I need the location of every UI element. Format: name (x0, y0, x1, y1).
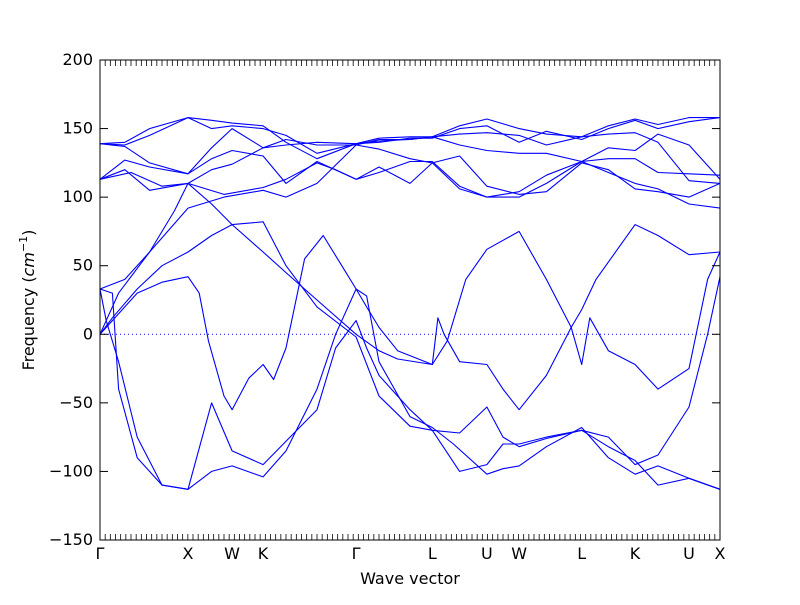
x-tick-label: L (577, 544, 586, 563)
band-line-12 (99, 132, 721, 187)
band-line-7 (99, 155, 721, 198)
band-line-11 (99, 117, 720, 160)
band-line-6 (99, 144, 721, 290)
y-tick-label: 100 (62, 187, 93, 206)
x-tick-label: K (630, 544, 641, 563)
band-line-9 (99, 128, 721, 180)
band-line-4 (99, 288, 721, 490)
y-tick-label: 200 (62, 50, 93, 69)
x-tick-label: Γ (352, 544, 361, 563)
x-tick-label: U (481, 544, 493, 563)
y-tick-label: 50 (73, 256, 93, 275)
y-tick-label: −50 (59, 393, 93, 412)
plot-frame (99, 59, 721, 541)
band-line-2 (99, 234, 721, 411)
x-tick-label: W (511, 544, 527, 563)
x-tick-label: Γ (96, 544, 105, 563)
x-tick-label: K (258, 544, 269, 563)
y-axis-title: Frequency (cm−1) (17, 230, 38, 371)
y-tick-label: 0 (83, 324, 93, 343)
band-line-1 (99, 221, 721, 466)
y-axis: −150 −100 −50 0 50 100 150 200 (49, 50, 720, 549)
band-line-5 (99, 182, 721, 366)
band-line-8 (99, 149, 721, 198)
x-axis-title: Wave vector (360, 569, 460, 588)
y-tick-label: −100 (49, 461, 93, 480)
x-tick-label: U (683, 544, 695, 563)
x-tick-label: X (183, 544, 194, 563)
band-line-3 (99, 288, 721, 490)
band-line-10 (99, 117, 721, 154)
minor-ticks (99, 60, 721, 540)
y-tick-label: 150 (62, 119, 93, 138)
y-tick-label: −150 (49, 530, 93, 549)
x-tick-label: W (224, 544, 240, 563)
series-layer (99, 117, 721, 490)
x-tick-label: X (715, 544, 726, 563)
x-tick-label: L (428, 544, 437, 563)
